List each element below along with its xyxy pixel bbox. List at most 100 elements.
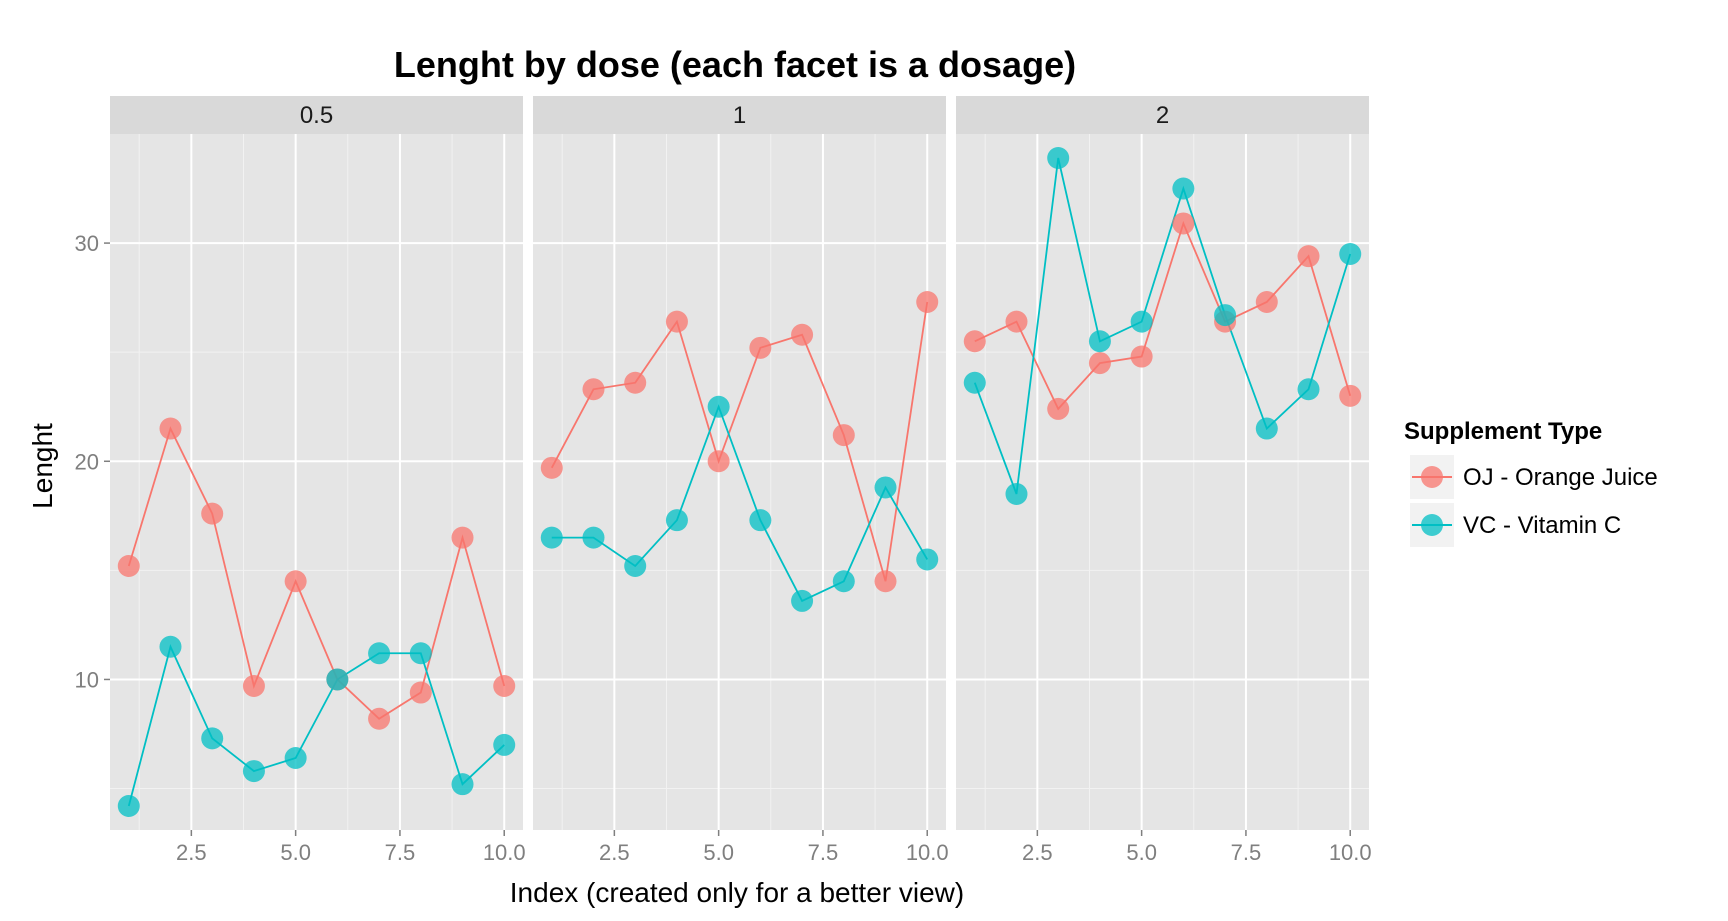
data-point-vc-vitamin-c: [409, 642, 432, 665]
data-point-oj-orange-juice: [582, 378, 605, 401]
x-tick-label: 2.5: [176, 840, 207, 865]
data-point-oj-orange-juice: [1130, 345, 1153, 368]
x-tick-label: 10.0: [1329, 840, 1372, 865]
data-point-oj-orange-juice: [1047, 397, 1070, 420]
data-point-vc-vitamin-c: [1005, 483, 1028, 505]
data-point-vc-vitamin-c: [540, 526, 563, 549]
series-line-oj-orange-juice: [974, 220, 1352, 411]
data-point-oj-orange-juice: [201, 502, 224, 525]
data-point-vc-vitamin-c: [1214, 304, 1237, 327]
facet-strip-label: 0.5: [300, 102, 333, 129]
data-point-oj-orange-juice: [874, 570, 897, 593]
data-point-oj-orange-juice: [1172, 212, 1195, 235]
data-point-vc-vitamin-c: [1088, 330, 1111, 353]
data-point-vc-vitamin-c: [159, 635, 182, 658]
facet-strip-label: 1: [733, 102, 746, 129]
x-axis-title: Index (created only for a better view): [510, 877, 964, 908]
data-point-vc-vitamin-c: [874, 476, 897, 499]
data-point-vc-vitamin-c: [201, 727, 224, 750]
panel-background: [110, 134, 523, 830]
data-point-oj-orange-juice: [1088, 352, 1111, 375]
data-point-vc-vitamin-c: [1255, 417, 1278, 440]
facet-panel-2: 2 2.5 5.0 7.5 10.0: [956, 96, 1372, 865]
facet-strip: [110, 96, 523, 134]
data-point-oj-orange-juice: [117, 555, 140, 577]
legend: Supplement Type OJ - Orange Juice VC - Vi…: [1404, 418, 1658, 547]
x-tick-label: 5.0: [1126, 840, 1157, 865]
y-tick-label: 30: [75, 231, 99, 256]
series-line-vc-vitamin-c: [551, 404, 929, 603]
x-tick-label: 10.0: [483, 840, 526, 865]
series-line-oj-orange-juice: [550, 301, 929, 582]
data-point-vc-vitamin-c: [1297, 378, 1320, 401]
data-point-oj-orange-juice: [409, 681, 432, 704]
facet-panels: 0.5 2.5 5.0 7.5 10.0 1 2.5 5.0 7.5 10.0 2 2.5 5.0 7.5…: [110, 96, 1372, 865]
data-point-vc-vitamin-c: [963, 371, 986, 394]
data-point-oj-orange-juice: [368, 707, 391, 730]
data-point-oj-orange-juice: [963, 330, 986, 353]
x-tick-label: 10.0: [906, 840, 949, 865]
series-line-oj-orange-juice: [127, 426, 506, 720]
data-point-oj-orange-juice: [159, 417, 182, 440]
data-point-vc-vitamin-c: [749, 509, 772, 532]
x-tick-label: 7.5: [1231, 840, 1262, 865]
data-point-oj-orange-juice: [624, 371, 647, 394]
facet-strip: [956, 96, 1369, 134]
data-point-oj-orange-juice: [916, 291, 939, 313]
y-tick-label: 10: [75, 667, 99, 692]
data-point-vc-vitamin-c: [1339, 243, 1362, 265]
data-point-vc-vitamin-c: [707, 395, 730, 418]
legend-label-oj-orange-juice: OJ - Orange Juice: [1463, 464, 1658, 491]
legend-title: Supplement Type: [1404, 418, 1602, 445]
y-axis: 10 20 30: [75, 231, 110, 692]
data-point-oj-orange-juice: [791, 323, 814, 346]
data-point-vc-vitamin-c: [916, 548, 939, 571]
facet-panel-0-5: 0.5 2.5 5.0 7.5 10.0: [110, 96, 526, 865]
legend-key-point: [1421, 466, 1443, 488]
data-point-oj-orange-juice: [1297, 245, 1320, 268]
data-point-vc-vitamin-c: [1130, 310, 1153, 333]
facet-strip: [533, 96, 946, 134]
x-tick-label: 2.5: [1022, 840, 1053, 865]
y-axis-title: Lenght: [27, 423, 58, 509]
data-point-vc-vitamin-c: [1172, 177, 1195, 200]
data-point-oj-orange-juice: [1255, 291, 1278, 313]
data-point-vc-vitamin-c: [791, 589, 814, 612]
data-point-vc-vitamin-c: [284, 747, 307, 769]
series-line-vc-vitamin-c: [127, 644, 505, 807]
y-tick-label: 20: [75, 449, 99, 474]
facet-strip-label: 2: [1156, 102, 1169, 129]
x-tick-label: 5.0: [280, 840, 311, 865]
data-point-oj-orange-juice: [1005, 310, 1028, 333]
data-point-oj-orange-juice: [451, 526, 474, 549]
legend-key-point: [1421, 514, 1443, 536]
data-point-oj-orange-juice: [493, 675, 516, 697]
data-point-oj-orange-juice: [242, 675, 265, 697]
data-point-vc-vitamin-c: [242, 760, 265, 783]
x-tick-label: 5.0: [703, 840, 734, 865]
x-tick-label: 7.5: [808, 840, 839, 865]
data-point-vc-vitamin-c: [665, 509, 688, 532]
data-point-oj-orange-juice: [665, 310, 688, 333]
data-point-vc-vitamin-c: [493, 733, 516, 756]
chart-title: Lenght by dose (each facet is a dosage): [394, 44, 1076, 85]
series-line-vc-vitamin-c: [973, 157, 1352, 495]
legend-label-vc-vitamin-c: VC - Vitamin C: [1463, 512, 1621, 539]
data-point-oj-orange-juice: [284, 570, 307, 593]
data-point-vc-vitamin-c: [1047, 147, 1070, 169]
data-point-vc-vitamin-c: [326, 668, 349, 691]
x-tick-label: 7.5: [385, 840, 416, 865]
data-point-vc-vitamin-c: [117, 795, 140, 817]
data-point-vc-vitamin-c: [582, 526, 605, 549]
data-point-vc-vitamin-c: [832, 570, 855, 593]
data-point-vc-vitamin-c: [451, 773, 474, 796]
x-tick-label: 2.5: [599, 840, 630, 865]
data-point-oj-orange-juice: [832, 424, 855, 447]
data-point-oj-orange-juice: [707, 450, 730, 473]
data-point-oj-orange-juice: [1339, 384, 1362, 407]
data-point-oj-orange-juice: [749, 336, 772, 359]
data-point-vc-vitamin-c: [624, 555, 647, 577]
data-point-vc-vitamin-c: [368, 642, 391, 665]
facet-panel-1: 1 2.5 5.0 7.5 10.0: [533, 96, 949, 865]
